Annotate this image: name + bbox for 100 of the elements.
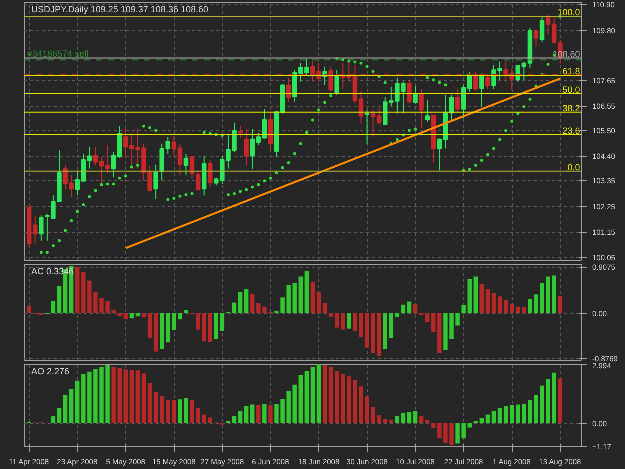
bar [154, 314, 158, 352]
bar [298, 276, 303, 314]
bar [334, 371, 340, 424]
bar [304, 371, 310, 424]
bar [244, 406, 249, 424]
bar [395, 416, 400, 424]
chart-title: AO 2.276 [32, 366, 70, 376]
bar [136, 314, 140, 317]
bar [238, 411, 243, 424]
bar [130, 370, 134, 424]
candlestick [196, 170, 201, 192]
bar [136, 370, 140, 424]
bar [208, 418, 212, 424]
bar [407, 412, 412, 424]
bar [486, 414, 490, 424]
bar [413, 411, 418, 424]
bar [262, 404, 267, 424]
bar [510, 405, 514, 424]
candlestick [328, 66, 334, 92]
bar [208, 314, 212, 342]
bar [75, 380, 80, 424]
annotation: 23.6 [562, 126, 580, 136]
bar [316, 364, 322, 424]
bar [130, 314, 134, 319]
bar [389, 314, 394, 338]
bar [220, 314, 225, 332]
candlestick [208, 160, 213, 188]
chart-title: USDJPY,Daily 109.25 109.37 108.36 108.60 [32, 4, 208, 14]
bar [148, 314, 152, 338]
bar [63, 395, 68, 424]
bar [341, 314, 346, 330]
candlestick [474, 72, 478, 92]
bar [57, 408, 62, 424]
bar [124, 314, 128, 320]
annotation: 100.0 [558, 8, 580, 18]
bar [232, 302, 237, 314]
bar [322, 303, 328, 314]
bar [310, 282, 316, 314]
candlestick [534, 30, 539, 48]
bar [334, 314, 340, 328]
bar [118, 314, 122, 317]
candlestick [455, 88, 460, 113]
bar [310, 368, 316, 424]
annotation: 38.2 [562, 103, 580, 114]
candlestick [480, 73, 484, 107]
bar [426, 420, 430, 424]
bar [148, 383, 152, 424]
bar [558, 296, 562, 314]
bar [172, 400, 176, 424]
bar [419, 416, 424, 424]
bar [166, 400, 170, 424]
bar [75, 267, 80, 314]
bar [341, 374, 346, 424]
candlestick [184, 153, 189, 176]
bar [504, 406, 508, 424]
bar [413, 304, 418, 314]
bar [250, 294, 255, 314]
candlestick [244, 128, 249, 166]
bar [407, 302, 412, 314]
annotation: 61.8 [562, 66, 580, 77]
bar [492, 411, 496, 424]
bar [480, 418, 484, 424]
bar [57, 286, 62, 314]
candlestick [425, 100, 430, 123]
bar [27, 306, 32, 314]
bar [504, 300, 508, 314]
bar [322, 364, 328, 424]
candlestick [334, 70, 340, 96]
candlestick [419, 88, 424, 128]
candlestick [413, 86, 418, 104]
bar [256, 405, 261, 424]
bar [316, 292, 322, 314]
bar [522, 307, 526, 314]
ref-line-label: #34186574 sell [28, 49, 89, 60]
bar [401, 304, 406, 314]
bar [516, 404, 520, 424]
candlestick [540, 16, 545, 43]
bar [395, 314, 400, 318]
bar [124, 370, 128, 424]
bar [510, 304, 514, 314]
bar [250, 404, 255, 424]
bar [51, 301, 56, 314]
bar [401, 413, 406, 424]
candlestick [486, 74, 490, 90]
bar [160, 314, 164, 350]
bar [214, 314, 219, 340]
bar [232, 416, 237, 424]
bar [244, 290, 249, 314]
bar [498, 296, 502, 314]
candlestick [190, 156, 195, 180]
bar [154, 392, 158, 424]
bar [558, 378, 562, 424]
candlestick [238, 126, 243, 139]
annotation: 0.0 [568, 162, 580, 172]
bar [184, 310, 188, 314]
bar [268, 405, 273, 424]
bar [69, 389, 74, 424]
annotation: 50.0 [562, 84, 580, 95]
bar [166, 314, 170, 343]
bar [160, 396, 164, 424]
